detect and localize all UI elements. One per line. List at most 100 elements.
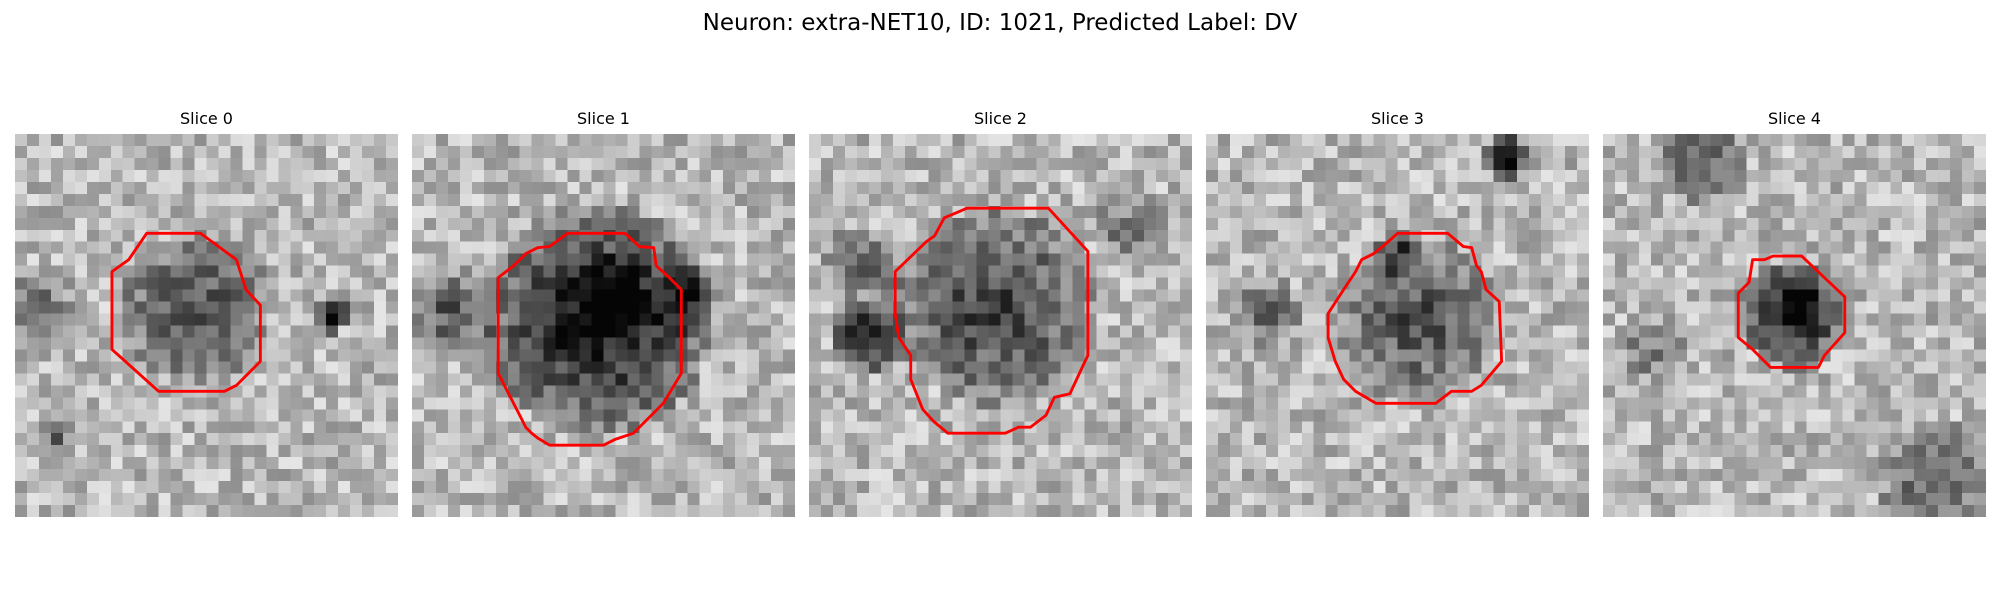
pixel-cell — [1409, 289, 1422, 302]
pixel-cell — [1144, 169, 1157, 183]
pixel-cell — [1878, 289, 1891, 302]
pixel-cell — [1144, 325, 1157, 338]
pixel-cell — [507, 325, 520, 338]
pixel-cell — [1132, 193, 1145, 207]
pixel-cell — [1373, 349, 1386, 362]
pixel-cell — [615, 217, 628, 230]
pixel-cell — [1060, 433, 1073, 446]
pixel-cell — [182, 313, 195, 326]
pixel-cell — [1529, 325, 1542, 338]
pixel-cell — [1541, 493, 1554, 506]
pixel-cell — [1457, 145, 1470, 159]
pixel-cell — [1265, 134, 1279, 147]
pixel-cell — [591, 493, 604, 506]
pixel-cell — [627, 433, 640, 446]
pixel-cell — [1217, 493, 1231, 506]
pixel-cell — [1373, 445, 1386, 458]
pixel-cell — [1794, 313, 1807, 326]
pixel-cell — [74, 421, 88, 434]
pixel-cell — [1974, 445, 1986, 458]
pixel-cell — [856, 217, 870, 230]
pixel-cell — [483, 445, 497, 458]
pixel-cell — [543, 409, 556, 422]
pixel-cell — [567, 157, 580, 171]
pixel-cell — [880, 277, 894, 290]
pixel-cell — [1036, 505, 1049, 517]
pixel-cell — [1890, 337, 1903, 350]
pixel-cell — [1866, 265, 1879, 278]
pixel-cell — [1517, 265, 1530, 278]
pixel-cell — [892, 385, 905, 398]
pixel-cell — [1938, 205, 1951, 219]
pixel-cell — [1614, 457, 1628, 470]
pixel-cell — [1614, 373, 1628, 386]
pixel-cell — [158, 134, 171, 147]
pixel-cell — [856, 181, 870, 195]
pixel-cell — [663, 145, 676, 159]
pixel-cell — [1024, 157, 1037, 171]
pixel-cell — [832, 241, 846, 254]
pixel-cell — [1000, 325, 1013, 338]
pixel-cell — [1794, 385, 1807, 398]
pixel-cell — [1096, 397, 1109, 410]
pixel-cell — [1914, 217, 1927, 230]
pixel-cell — [1048, 265, 1061, 278]
pixel-cell — [1782, 409, 1795, 422]
pixel-cell — [1806, 433, 1819, 446]
pixel-cell — [1337, 457, 1350, 470]
pixel-cell — [603, 361, 616, 374]
pixel-cell — [1541, 481, 1554, 494]
pixel-cell — [1770, 205, 1783, 219]
pixel-cell — [38, 373, 52, 386]
pixel-cell — [1241, 445, 1255, 458]
pixel-cell — [771, 277, 784, 290]
pixel-cell — [1337, 421, 1350, 434]
pixel-cell — [1794, 421, 1807, 434]
pixel-cell — [1373, 373, 1386, 386]
pixel-cell — [783, 373, 795, 386]
pixel-cell — [1457, 493, 1470, 506]
pixel-cell — [1517, 433, 1530, 446]
pixel-cell — [314, 193, 327, 207]
pixel-cell — [374, 241, 387, 254]
pixel-cell — [1541, 241, 1554, 254]
pixel-cell — [74, 289, 88, 302]
pixel-cell — [820, 457, 834, 470]
pixel-cell — [1217, 301, 1231, 314]
pixel-cell — [603, 134, 616, 147]
pixel-cell — [952, 313, 965, 326]
pixel-cell — [1529, 181, 1542, 195]
pixel-cell — [1722, 134, 1735, 147]
pixel-cell — [1890, 373, 1903, 386]
pixel-cell — [579, 493, 592, 506]
pixel-cell — [50, 505, 64, 517]
pixel-cell — [1325, 265, 1338, 278]
pixel-cell — [1036, 217, 1049, 230]
pixel-cell — [1144, 409, 1157, 422]
pixel-cell — [1397, 421, 1410, 434]
pixel-cell — [1373, 457, 1386, 470]
pixel-cell — [447, 505, 461, 517]
pixel-cell — [1794, 193, 1807, 207]
pixel-cell — [495, 493, 508, 506]
pixel-cell — [194, 217, 207, 230]
pixel-cell — [820, 481, 834, 494]
pixel-cell — [964, 301, 977, 314]
pixel-cell — [579, 145, 592, 159]
pixel-cell — [892, 409, 905, 422]
pixel-cell — [26, 373, 40, 386]
pixel-cell — [447, 229, 461, 242]
pixel-cell — [1505, 457, 1518, 470]
pixel-cell — [1577, 421, 1589, 434]
pixel-cell — [1758, 313, 1771, 326]
pixel-cell — [1168, 505, 1181, 517]
pixel-cell — [1206, 277, 1219, 290]
pixel-cell — [50, 313, 64, 326]
pixel-cell — [940, 157, 953, 171]
pixel-cell — [1710, 169, 1723, 183]
pixel-cell — [483, 397, 497, 410]
pixel-cell — [110, 481, 123, 494]
pixel-cell — [350, 241, 363, 254]
pixel-cell — [170, 241, 183, 254]
pixel-cell — [892, 193, 905, 207]
